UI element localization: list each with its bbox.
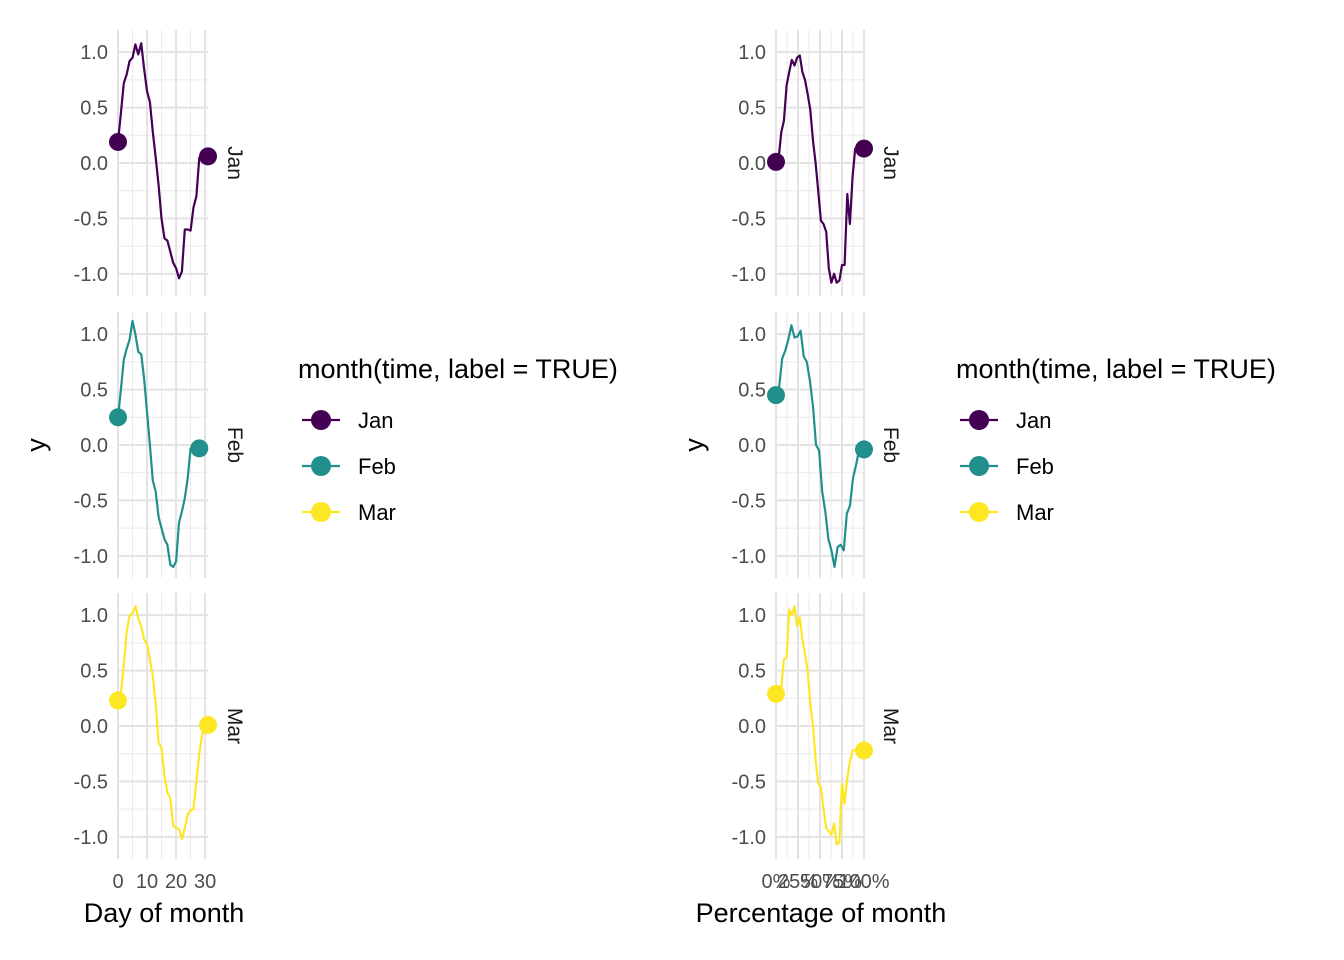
x-tick-label: 25% [778,871,818,893]
facet-panel-feb: -1.0 -0.5 0.0 0.5 1.0 Feb [74,312,246,578]
y-tick-label: -0.5 [732,771,766,793]
series-end-point [199,147,217,166]
series-start-point [767,152,785,171]
y-tick-label: -0.5 [74,771,108,793]
facet-panel-mar: -1.0 -0.5 0.0 0.5 1.0 Mar [74,593,246,859]
facet-strip-label: Feb [879,427,902,463]
facet-panel-jan: -1.0 -0.5 0.0 0.5 1.0 Jan [732,30,902,296]
y-tick-label: 0.5 [80,661,108,683]
facet-strip-label: Jan [879,146,902,180]
chart-2: -1.0 -0.5 0.0 0.5 1.0 Jan -1.0 -0.5 0.0 0.5 1.0 Feb… [679,30,1276,928]
x-tick-label: 20 [165,871,187,893]
y-tick-label: 0.0 [738,716,766,738]
y-tick-label: -0.5 [732,490,766,512]
y-tick-label: 0.5 [738,380,766,402]
legend: month(time, label = TRUE) Jan Feb Mar [956,354,1276,525]
y-tick-label: 0.0 [80,153,108,175]
x-tick-label: 10 [136,871,158,893]
facet-strip-label: Feb [223,427,246,463]
x-axis-title: Percentage of month [696,898,947,928]
series-line-jan [116,42,208,280]
series-line-mar [775,605,864,846]
series-start-point [767,386,785,405]
x-tick-label: 0% [762,871,791,893]
y-tick-label: 0.5 [80,380,108,402]
facet-strip-label: Jan [223,146,246,180]
y-tick-label: 0.5 [738,661,766,683]
y-tick-label: 1.0 [80,605,108,627]
y-tick-label: -0.5 [74,490,108,512]
facet-strip-label: Mar [879,708,902,744]
legend-label: Feb [1016,454,1054,479]
y-tick-label: -1.0 [74,546,108,568]
series-end-point [190,439,209,458]
legend-key-point [311,456,331,476]
x-tick-label: 100% [838,871,889,893]
y-tick-label: 0.0 [738,435,766,457]
series-line-jan [775,54,864,284]
legend-key-point [969,502,989,522]
series-line-feb [116,319,200,569]
series-start-point [767,684,785,703]
y-tick-label: 1.0 [738,605,766,627]
chart-1: -1.0 -0.5 0.0 0.5 1.0 Jan -1.0 -0.5 0.0 0.5 1.0 Feb… [21,30,618,928]
x-axis-title: Day of month [84,898,245,928]
facet-panel-feb: -1.0 -0.5 0.0 0.5 1.0 Feb [732,312,902,578]
legend-label: Feb [358,454,396,479]
legend-label: Jan [358,408,393,433]
series-start-point [109,132,127,151]
y-tick-label: 0.5 [738,98,766,120]
legend-title: month(time, label = TRUE) [956,354,1276,384]
y-tick-label: 1.0 [80,324,108,346]
legend-label: Jan [1016,408,1051,433]
series-end-point [855,741,873,760]
y-tick-label: 0.0 [80,716,108,738]
series-end-point [855,139,873,158]
legend-key-point [311,410,331,430]
legend-label: Mar [358,500,396,525]
y-axis-title: y [21,438,51,452]
legend-title: month(time, label = TRUE) [298,354,618,384]
y-tick-label: -1.0 [732,827,766,849]
x-tick-label: 50% [800,871,840,893]
series-start-point [109,691,127,710]
x-tick-label: 0 [112,871,123,893]
legend-label: Mar [1016,500,1054,525]
series-end-point [199,715,217,734]
x-tick-label: 75% [822,871,862,893]
x-tick-label: 30 [194,871,216,893]
y-tick-label: -1.0 [732,264,766,286]
series-start-point [109,408,127,427]
y-tick-label: 1.0 [738,42,766,64]
y-tick-label: 0.5 [80,98,108,120]
facet-panel-jan: -1.0 -0.5 0.0 0.5 1.0 Jan [74,30,246,296]
legend: month(time, label = TRUE) Jan Feb Mar [298,354,618,525]
y-tick-label: 1.0 [80,42,108,64]
series-end-point [855,440,873,459]
y-tick-label: 1.0 [738,324,766,346]
legend-key-point [969,410,989,430]
y-tick-label: 0.0 [80,435,108,457]
y-tick-label: -1.0 [74,827,108,849]
legend-key-point [311,502,331,522]
series-line-mar [116,605,208,841]
legend-key-point [969,456,989,476]
facet-panel-mar: -1.0 -0.5 0.0 0.5 1.0 Mar [732,593,902,859]
y-tick-label: -1.0 [732,546,766,568]
facet-strip-label: Mar [223,708,246,744]
y-tick-label: -0.5 [74,208,108,230]
y-axis-title: y [679,438,709,452]
y-tick-label: -0.5 [732,208,766,230]
y-tick-label: 0.0 [738,153,766,175]
series-line-feb [774,324,864,569]
y-tick-label: -1.0 [74,264,108,286]
